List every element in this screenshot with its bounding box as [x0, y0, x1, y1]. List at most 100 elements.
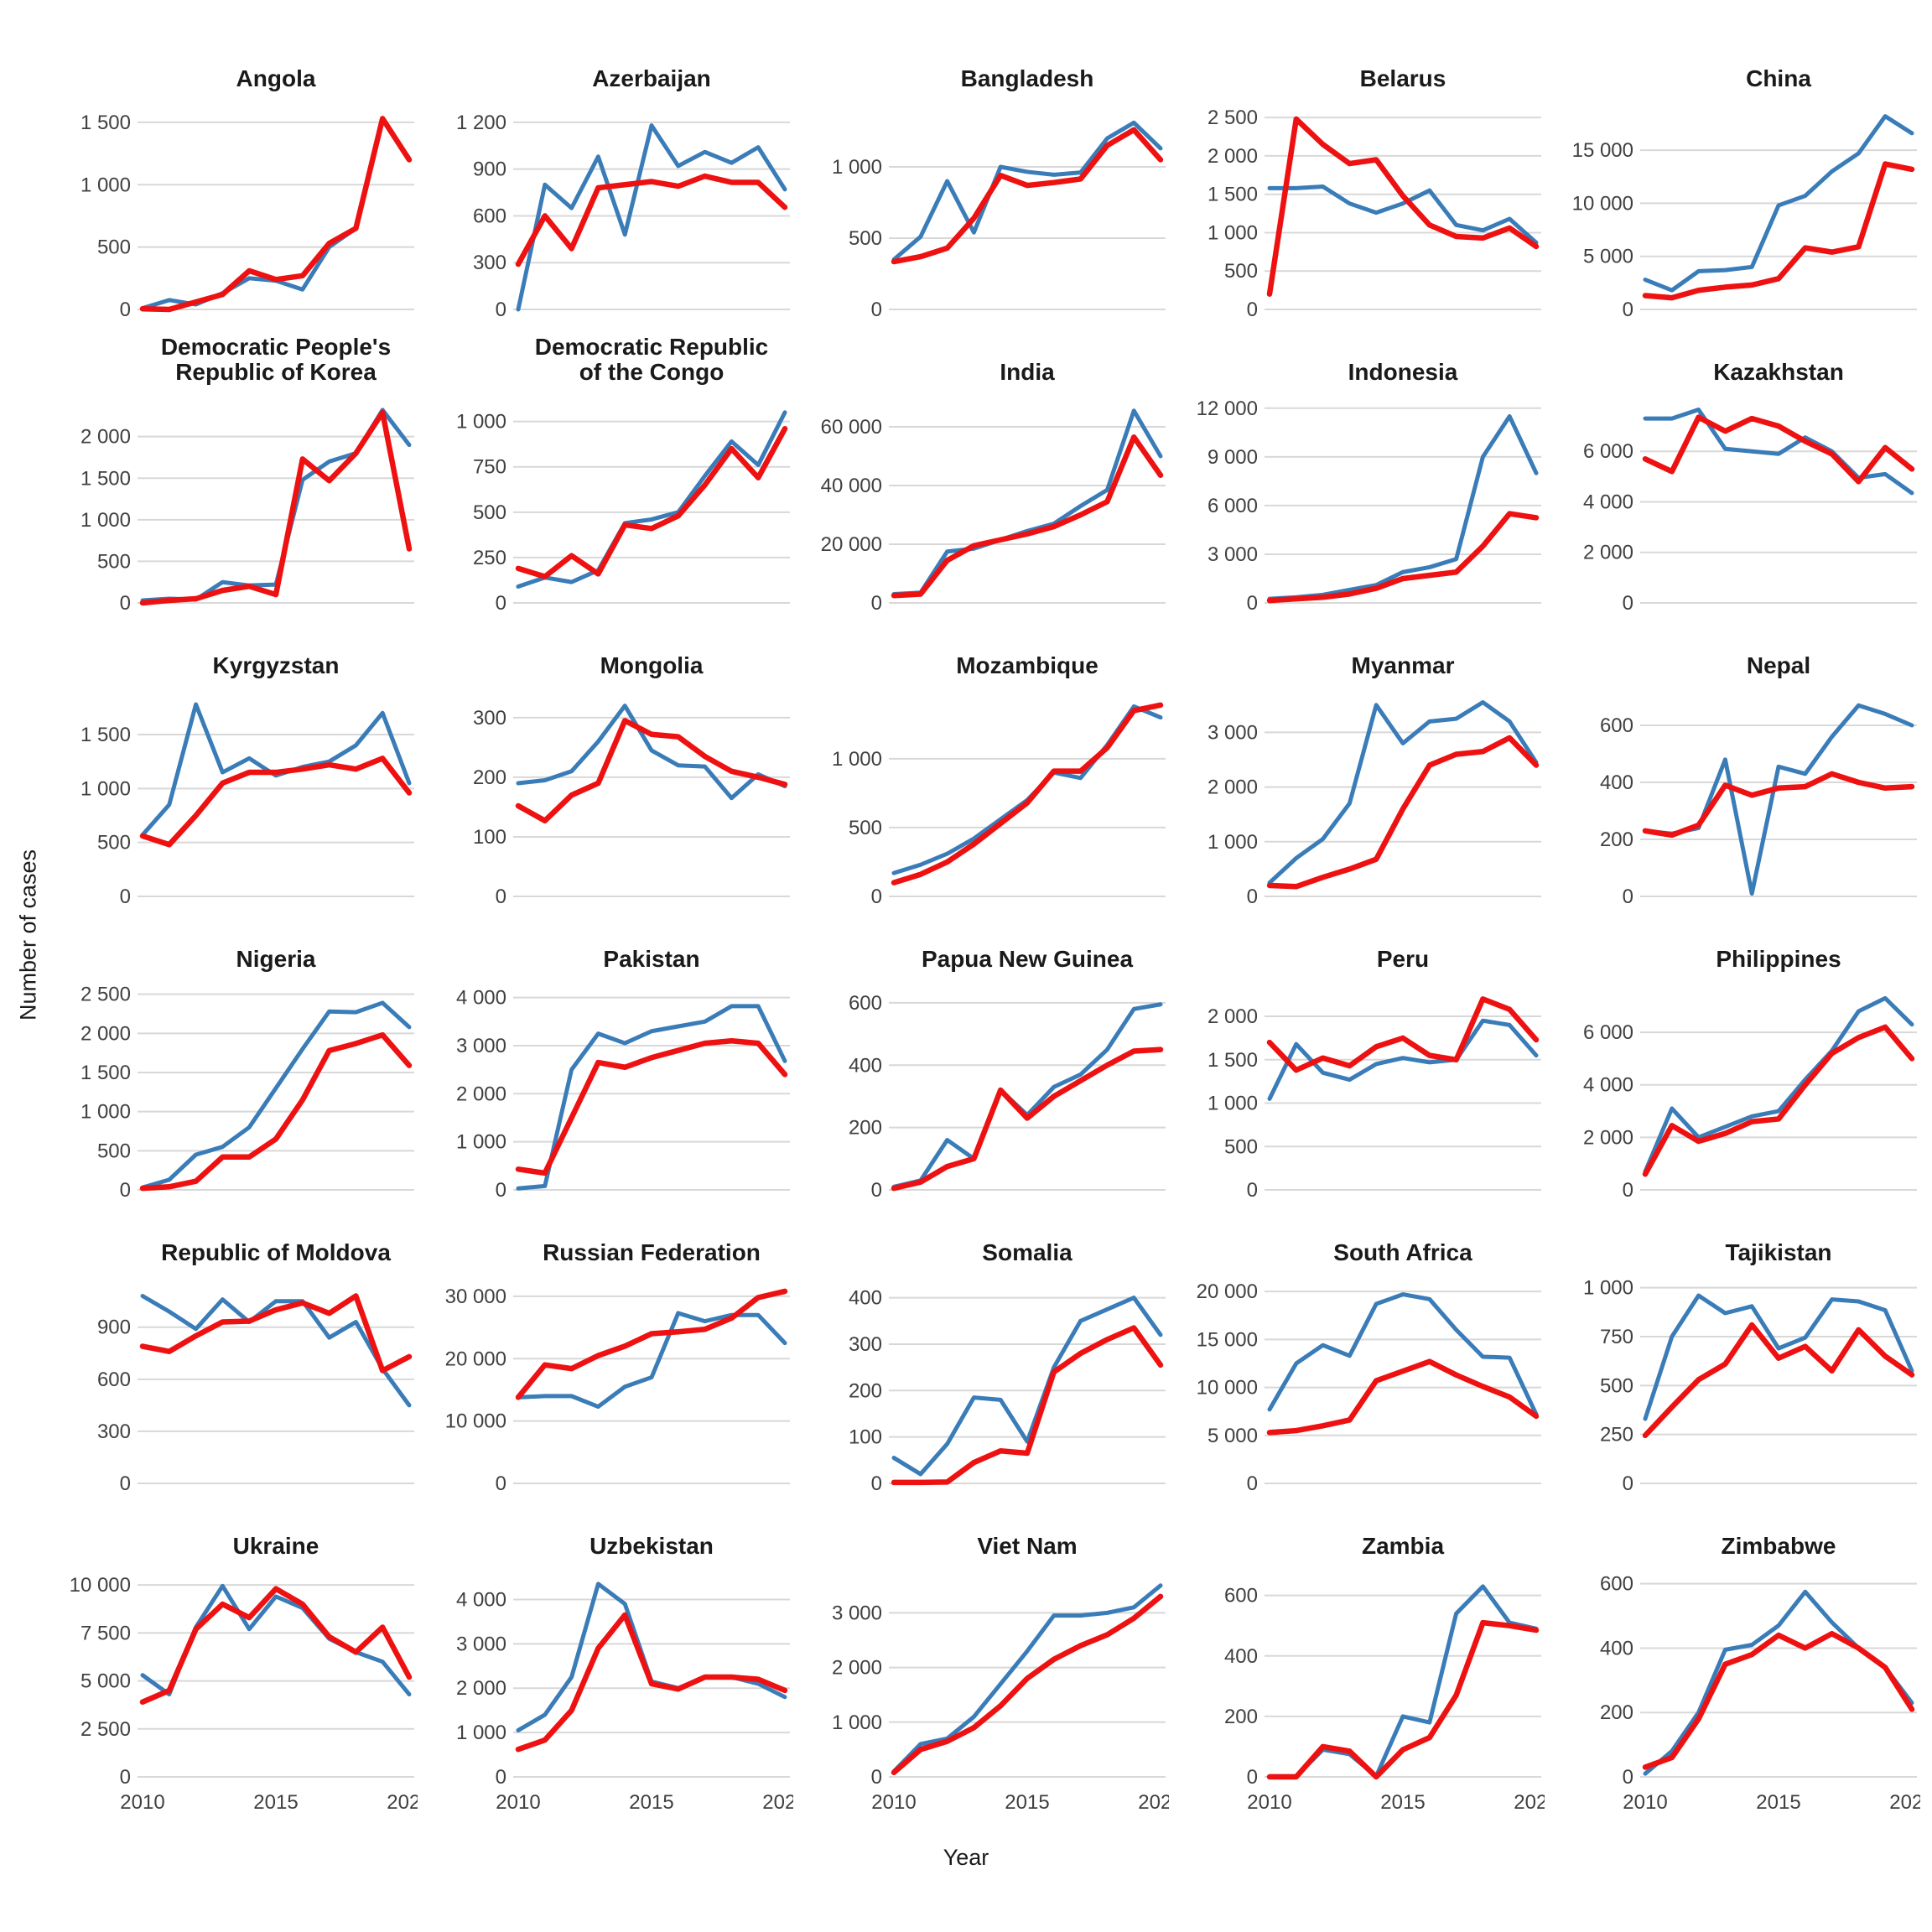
y-tick-label: 0 [120, 299, 131, 321]
y-tick-label: 40 000 [821, 475, 882, 497]
panel-belarus: Belarus 0 500 1 000 1 500 2 000 2 500 [1208, 65, 1541, 321]
y-tick-label: 2 000 [1583, 542, 1633, 564]
y-tick-label: 0 [1623, 1179, 1633, 1202]
series-red-line [139, 409, 413, 606]
panel-title: Somalia [982, 1239, 1072, 1265]
y-tick-label: 500 [97, 1140, 131, 1162]
panel-ukraine: Ukraine 0 2 500 5 000 7 500 10 000 2010 2015 202… [70, 1533, 418, 1814]
series-red-line [1266, 735, 1540, 890]
y-tick-label: 200 [849, 1117, 882, 1140]
y-tick-label: 4 000 [456, 987, 506, 1010]
panel-south-africa: South Africa 0 5 000 10 000 15 000 20 000 [1197, 1239, 1541, 1495]
series-red-line [139, 1031, 413, 1192]
y-tick-label: 600 [1600, 714, 1633, 737]
series-red-line [1266, 996, 1540, 1073]
y-tick-label: 30 000 [445, 1285, 506, 1308]
y-tick-label: 0 [1247, 886, 1258, 908]
series-red-line [1642, 1630, 1915, 1770]
x-tick-label: 2015 [1380, 1791, 1425, 1814]
panel-title: of the Congo [579, 359, 724, 385]
y-tick-label: 2 000 [456, 1677, 506, 1700]
series-red-line [891, 1046, 1164, 1192]
y-tick-label: 3 000 [832, 1602, 882, 1624]
y-tick-label: 0 [871, 1472, 882, 1495]
panel-title: Peru [1377, 946, 1429, 972]
y-tick-label: 0 [496, 1766, 506, 1789]
y-tick-label: 2 000 [1208, 776, 1258, 799]
series-red-line [1266, 1619, 1540, 1780]
y-tick-label: 0 [1247, 1472, 1258, 1495]
series-blue-line [516, 123, 787, 312]
y-tick-label: 15 000 [1572, 139, 1633, 162]
y-tick-label: 6 000 [1208, 495, 1258, 517]
series-blue-line [891, 1296, 1163, 1477]
y-tick-label: 0 [871, 1179, 882, 1202]
y-tick-label: 10 000 [70, 1574, 131, 1597]
y-tick-label: 2 500 [80, 1718, 131, 1741]
panel-tajikistan: Tajikistan 0 250 500 750 1 000 [1583, 1239, 1917, 1495]
series-blue-line [1643, 703, 1914, 896]
x-tick-label: 2010 [1623, 1791, 1667, 1814]
y-tick-label: 100 [473, 826, 506, 849]
panel-indonesia: Indonesia 0 3 000 6 000 9 000 12 000 [1197, 359, 1541, 615]
y-tick-label: 2 000 [832, 1657, 882, 1680]
y-tick-label: 1 000 [80, 1101, 131, 1124]
y-tick-label: 0 [871, 592, 882, 615]
y-tick-label: 4 000 [1583, 491, 1633, 513]
panel-title: Democratic People's [161, 334, 391, 360]
y-tick-label: 0 [120, 592, 131, 615]
y-tick-label: 20 000 [1197, 1280, 1258, 1303]
y-tick-label: 100 [849, 1426, 882, 1449]
y-tick-label: 600 [849, 992, 882, 1015]
y-tick-label: 1 500 [80, 112, 131, 134]
panel-title: Mozambique [956, 652, 1098, 678]
series-red-line [891, 1593, 1164, 1776]
x-tick-label: 2010 [496, 1791, 540, 1814]
panel-title: Belarus [1360, 65, 1446, 91]
series-red-line [891, 702, 1164, 886]
series-blue-line [140, 1293, 412, 1408]
y-tick-label: 1 000 [456, 1131, 506, 1154]
series-blue-line [1643, 995, 1914, 1174]
series-red-line [1266, 1358, 1540, 1436]
y-tick-label: 400 [1224, 1645, 1258, 1668]
panel-title: Zambia [1362, 1533, 1444, 1559]
series-red-line [515, 1037, 788, 1176]
y-tick-label: 1 000 [80, 174, 131, 196]
panel-title: China [1746, 65, 1811, 91]
y-tick-label: 1 500 [80, 467, 131, 490]
y-tick-label: 750 [1600, 1326, 1633, 1348]
series-red-line [1642, 414, 1915, 485]
y-tick-label: 0 [1623, 1472, 1633, 1495]
panel-title: Tajikistan [1725, 1239, 1831, 1265]
series-red-line [515, 718, 788, 824]
y-tick-label: 2 500 [1208, 106, 1258, 129]
panel-kyrgyzstan: Kyrgyzstan 0 500 1 000 1 500 [80, 652, 414, 908]
x-tick-label: 2015 [1756, 1791, 1800, 1814]
panel-title: Mongolia [600, 652, 704, 678]
y-tick-label: 2 000 [456, 1083, 506, 1105]
panel-title: Russian Federation [543, 1239, 761, 1265]
panel-china: China 0 5 000 10 000 15 000 [1572, 65, 1917, 321]
series-red-line [515, 1612, 788, 1753]
y-tick-label: 0 [496, 592, 506, 615]
series-red-line [891, 434, 1164, 599]
series-red-line [139, 1586, 413, 1705]
series-blue-line [891, 1583, 1163, 1774]
x-axis-label: Year [943, 1845, 989, 1870]
y-tick-label: 1 000 [832, 1711, 882, 1734]
panel-angola: Angola 0 500 1 000 1 500 [80, 65, 414, 321]
y-tick-label: 2 000 [80, 426, 131, 449]
panel-mongolia: Mongolia 0 100 200 300 [473, 652, 790, 908]
x-tick-label: 2020 [762, 1791, 793, 1814]
y-tick-label: 2 000 [80, 1022, 131, 1045]
x-tick-label: 2020 [1138, 1791, 1169, 1814]
panel-title: Kyrgyzstan [213, 652, 340, 678]
y-tick-label: 0 [496, 886, 506, 908]
y-tick-label: 10 000 [1197, 1377, 1258, 1400]
y-tick-label: 1 500 [1208, 184, 1258, 206]
y-tick-label: 1 500 [80, 1062, 131, 1084]
